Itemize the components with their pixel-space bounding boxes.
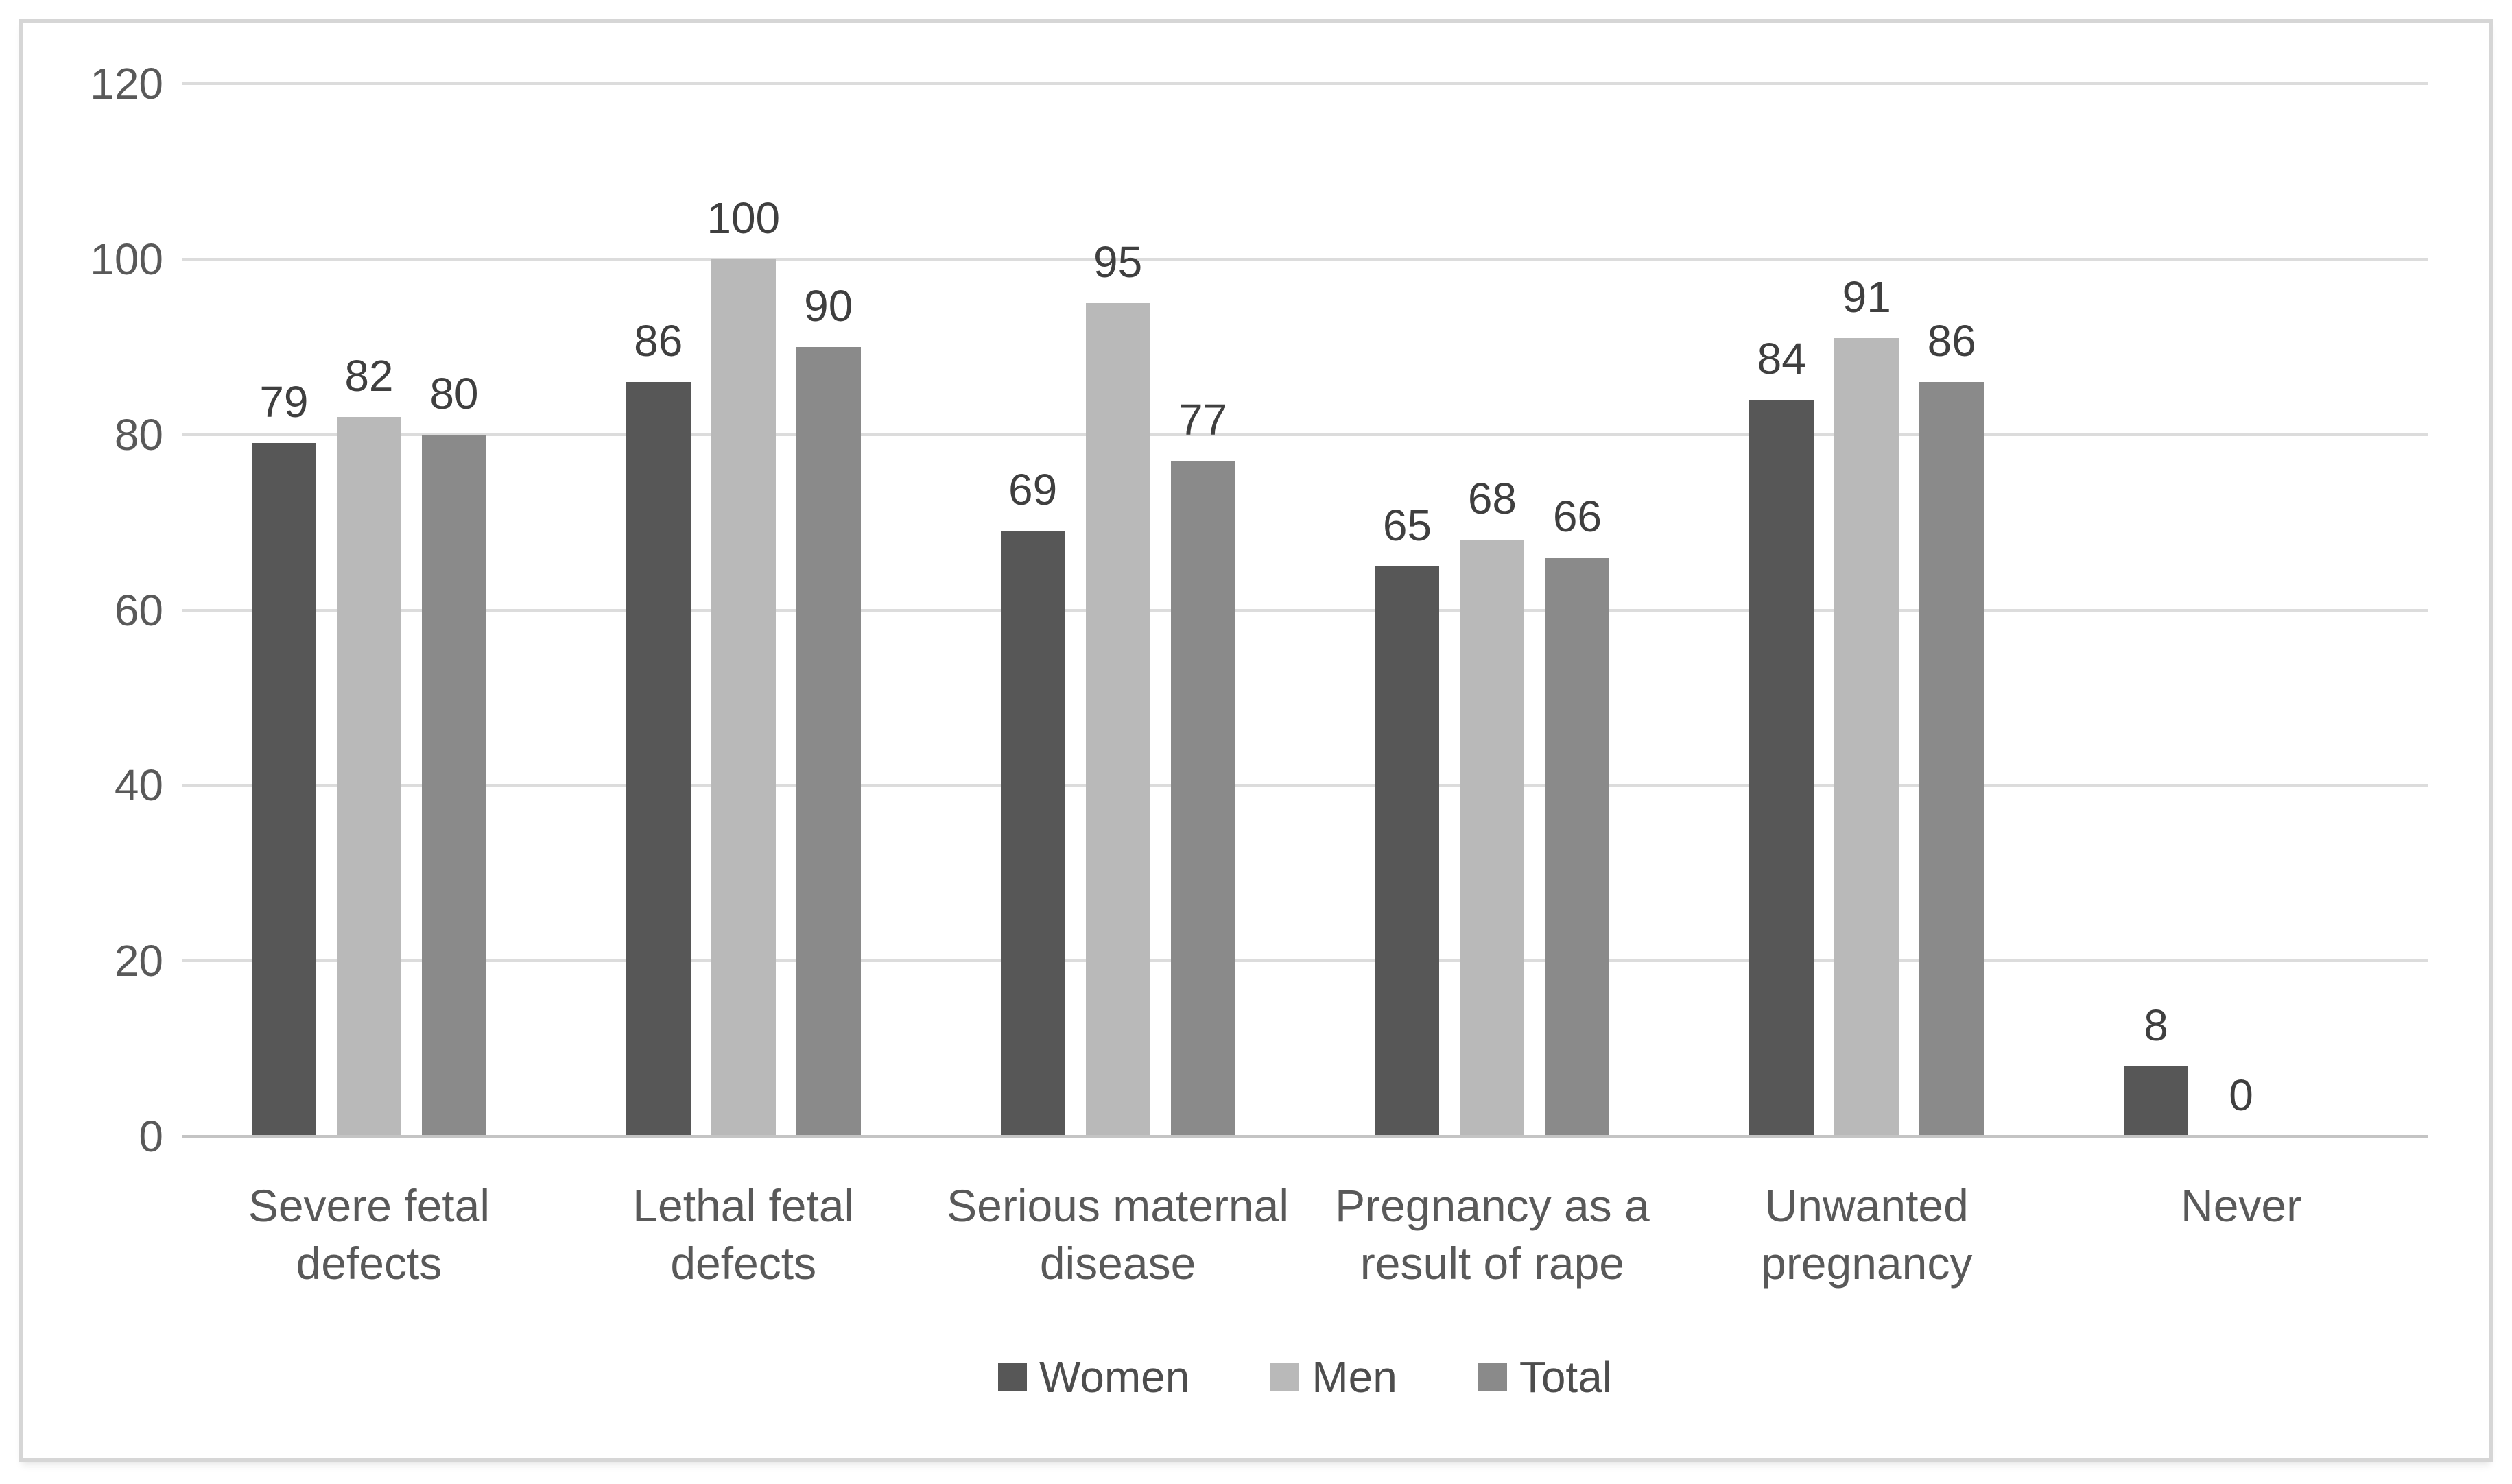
data-label-women-cat2: 86 [634, 315, 683, 366]
x-axis-category-label: Unwanted pregnancy [1761, 1180, 1973, 1289]
bar-men-cat3 [1085, 302, 1150, 1136]
legend-swatch-men-icon [1270, 1363, 1300, 1391]
bar-men-cat5 [1834, 337, 1899, 1136]
legend-swatch-total-icon [1478, 1363, 1507, 1391]
y-axis-tick-label: 0 [139, 1112, 163, 1161]
legend: Women Men Total [182, 1352, 2428, 1402]
y-axis-tick-label: 20 [114, 936, 163, 986]
gridline [182, 82, 2428, 85]
gridline [182, 257, 2428, 261]
bar-total-cat2 [796, 346, 861, 1136]
x-axis-category-label: Pregnancy as a result of rape [1335, 1180, 1650, 1289]
data-label-women-cat1: 79 [259, 377, 309, 427]
y-axis-tick-label: 80 [114, 409, 163, 459]
legend-item-label: Men [1312, 1352, 1397, 1402]
legend-item-men: Men [1270, 1352, 1397, 1402]
legend-item-women: Women [997, 1352, 1190, 1402]
gridline [182, 608, 2428, 612]
data-label-total-cat4: 66 [1552, 491, 1602, 541]
bar-total-cat4 [1545, 557, 1610, 1136]
y-axis-tick-label: 120 [90, 59, 163, 108]
data-label-men-cat3: 95 [1093, 237, 1143, 287]
data-label-men-cat4: 68 [1467, 474, 1517, 524]
data-label-men-cat1: 82 [344, 351, 394, 401]
legend-item-total: Total [1478, 1352, 1612, 1402]
gridline [182, 433, 2428, 436]
data-label-total-cat2: 90 [804, 280, 853, 331]
bar-men-cat4 [1460, 540, 1525, 1136]
bar-total-cat5 [1919, 381, 1984, 1136]
data-label-women-cat4: 65 [1382, 500, 1432, 550]
y-axis-tick-label: 40 [114, 761, 163, 811]
data-label-men-cat6: 0 [2229, 1070, 2253, 1120]
data-label-women-cat6: 8 [2144, 1000, 2168, 1050]
bar-total-cat1 [421, 434, 486, 1136]
bar-women-cat4 [1375, 566, 1440, 1136]
bar-women-cat2 [626, 381, 691, 1136]
bar-men-cat2 [711, 259, 776, 1136]
legend-item-label: Total [1519, 1352, 1613, 1402]
data-label-women-cat5: 84 [1757, 333, 1806, 383]
data-label-men-cat2: 100 [707, 193, 781, 243]
y-axis-tick-label: 60 [114, 585, 163, 635]
legend-swatch-women-icon [997, 1363, 1027, 1391]
data-label-total-cat3: 77 [1178, 395, 1228, 445]
x-axis-line [182, 1135, 2428, 1138]
x-axis-category-label: Severe fetal defects [248, 1180, 490, 1289]
bar-women-cat5 [1749, 399, 1814, 1136]
bar-men-cat1 [336, 417, 401, 1136]
legend-item-label: Women [1039, 1352, 1190, 1402]
x-axis-category-label: Lethal fetal defects [632, 1180, 855, 1289]
bar-women-cat1 [251, 443, 316, 1136]
gridline [182, 784, 2428, 787]
gridline [182, 959, 2428, 963]
data-label-total-cat1: 80 [429, 368, 479, 418]
y-axis-tick-label: 100 [90, 234, 163, 284]
x-axis-category-label: Serious maternal disease [947, 1180, 1290, 1289]
data-label-men-cat5: 91 [1842, 272, 1891, 322]
data-label-women-cat3: 69 [1008, 465, 1058, 515]
x-axis-category-label: Never [2181, 1180, 2302, 1231]
bar-total-cat3 [1170, 461, 1235, 1136]
bar-women-cat6 [2124, 1066, 2189, 1136]
bar-women-cat3 [1000, 531, 1065, 1136]
data-label-total-cat5: 86 [1927, 315, 1976, 366]
